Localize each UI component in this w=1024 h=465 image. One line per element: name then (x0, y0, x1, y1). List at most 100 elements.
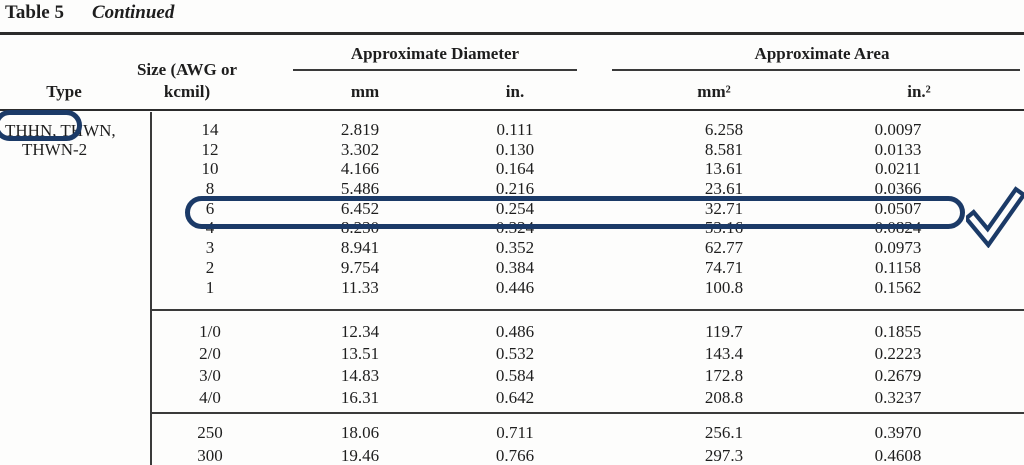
area-group-header: Approximate Area (754, 44, 890, 63)
mm-cell: 13.51 (340, 344, 380, 363)
mm-cell: 19.46 (340, 446, 380, 465)
table-row: 2/0 13.51 0.532 143.4 0.2223 (0, 343, 1024, 365)
size-cell: 6 (205, 198, 215, 218)
table-row: 14 2.819 0.111 6.258 0.0097 (0, 120, 1024, 140)
mm2-cell: 23.61 (704, 179, 744, 199)
area-group-underline (612, 69, 1020, 71)
top-rule (0, 32, 1024, 35)
in2-cell: 0.0097 (874, 120, 922, 139)
highlight-ellipse-annotation (0, 110, 82, 141)
table-row: 12 3.302 0.130 8.581 0.0133 (0, 140, 1024, 160)
highlight-box-annotation (185, 196, 965, 229)
in-cell: 0.486 (495, 322, 535, 341)
in2-column-header: in.² (907, 82, 931, 101)
type-column-header: Type (46, 82, 82, 101)
mm-cell: 5.486 (340, 179, 380, 199)
size-cell: 250 (197, 423, 223, 442)
size-cell: 4/0 (199, 388, 221, 407)
mm2-cell: 172.8 (704, 366, 744, 385)
mm-cell: 2.819 (340, 120, 380, 139)
table-section-aught: 1/0 12.34 0.486 119.7 0.1855 2/0 13.51 0.532 143… (0, 321, 1024, 409)
mm2-cell: 13.61 (704, 159, 744, 179)
mm2-column-header: mm² (697, 82, 731, 101)
in-cell: 0.446 (495, 277, 535, 297)
in2-cell: 0.0507 (874, 198, 922, 218)
mm2-cell: 62.77 (704, 238, 744, 258)
in2-cell: 0.0211 (874, 159, 922, 179)
size-cell: 2/0 (199, 344, 221, 363)
size-column-header-line2: kcmil) (163, 82, 211, 101)
in2-cell: 0.1855 (874, 322, 922, 341)
size-cell: 12 (201, 139, 219, 159)
in2-cell: 0.1562 (874, 277, 922, 297)
mm2-cell: 8.581 (704, 139, 744, 159)
table-row: 250 18.06 0.711 256.1 0.3970 (0, 421, 1024, 444)
in2-cell: 0.2679 (874, 366, 922, 385)
mm2-cell: 208.8 (704, 388, 744, 407)
in2-cell: 0.4608 (874, 446, 922, 465)
mm-cell: 12.34 (340, 322, 380, 341)
mm-cell: 11.33 (341, 277, 379, 297)
table-row: 6 6.452 0.254 32.71 0.0507 (0, 199, 1024, 219)
in-cell: 0.766 (495, 446, 535, 465)
type-cell-line1: THHN, THWN, (5, 121, 116, 140)
mm2-cell: 100.8 (704, 277, 744, 297)
table-section-kcmil: 250 18.06 0.711 256.1 0.3970 300 19.46 0.766 297… (0, 421, 1024, 465)
size-column-header-line1: Size (AWG or (136, 60, 238, 79)
in2-cell: 0.1158 (874, 257, 922, 277)
size-cell: 1/0 (199, 322, 221, 341)
mm-cell: 8.941 (340, 238, 380, 258)
mm2-cell: 32.71 (704, 198, 744, 218)
table-section-awg: 14 2.819 0.111 6.258 0.0097 12 3.302 0.130 8.581… (0, 120, 1024, 297)
in-cell: 0.130 (495, 139, 535, 159)
in-cell: 0.164 (495, 159, 535, 179)
diameter-group-header: Approximate Diameter (350, 44, 520, 63)
type-column-divider (150, 112, 152, 465)
table-title-label: Table 5 (5, 2, 64, 23)
mm-cell: 18.06 (340, 423, 380, 442)
table-row: 4/0 16.31 0.642 208.8 0.3237 (0, 387, 1024, 409)
table-row: 1/0 12.34 0.486 119.7 0.1855 (0, 321, 1024, 343)
in-cell: 0.532 (495, 344, 535, 363)
checkmark-annotation-icon (966, 186, 1024, 248)
mm2-cell: 74.71 (704, 257, 744, 277)
mm-cell: 14.83 (340, 366, 380, 385)
in-cell: 0.384 (495, 257, 535, 277)
mm-cell: 9.754 (340, 257, 380, 277)
mm2-cell: 119.7 (705, 322, 743, 341)
table-title: Table 5 Continued (5, 2, 174, 24)
table-row: 8 5.486 0.216 23.61 0.0366 (0, 179, 1024, 199)
table-title-continued: Continued (91, 2, 175, 23)
mm2-cell: 297.3 (704, 446, 744, 465)
type-cell: THHN, THWN, THWN-2 (0, 121, 150, 159)
table-row: 3 8.941 0.352 62.77 0.0973 (0, 238, 1024, 258)
in2-cell: 0.0973 (874, 238, 922, 258)
size-cell: 3 (205, 238, 215, 258)
in2-cell: 0.0366 (874, 179, 922, 199)
in-cell: 0.584 (495, 366, 535, 385)
in-cell: 0.711 (496, 423, 534, 442)
size-cell: 10 (201, 159, 219, 179)
size-cell: 14 (201, 120, 219, 139)
table-row: 2 9.754 0.384 74.71 0.1158 (0, 258, 1024, 278)
in2-cell: 0.2223 (874, 344, 922, 363)
section-separator-2 (150, 412, 1024, 414)
mm-cell: 3.302 (340, 139, 380, 159)
size-cell: 3/0 (199, 366, 221, 385)
mm-column-header: mm (350, 82, 380, 101)
diameter-group-underline (293, 69, 577, 71)
mm2-cell: 6.258 (704, 120, 744, 139)
table-row: 3/0 14.83 0.584 172.8 0.2679 (0, 365, 1024, 387)
size-cell: 2 (205, 257, 215, 277)
table-row: 300 19.46 0.766 297.3 0.4608 (0, 444, 1024, 465)
mm-cell: 4.166 (340, 159, 380, 179)
size-cell: 1 (205, 277, 215, 297)
section-separator-1 (150, 309, 1024, 311)
in-column-header: in. (505, 82, 525, 101)
header-bottom-rule (0, 109, 1024, 111)
mm2-cell: 143.4 (704, 344, 744, 363)
in-cell: 0.642 (495, 388, 535, 407)
in2-cell: 0.3970 (874, 423, 922, 442)
in-cell: 0.216 (495, 179, 535, 199)
